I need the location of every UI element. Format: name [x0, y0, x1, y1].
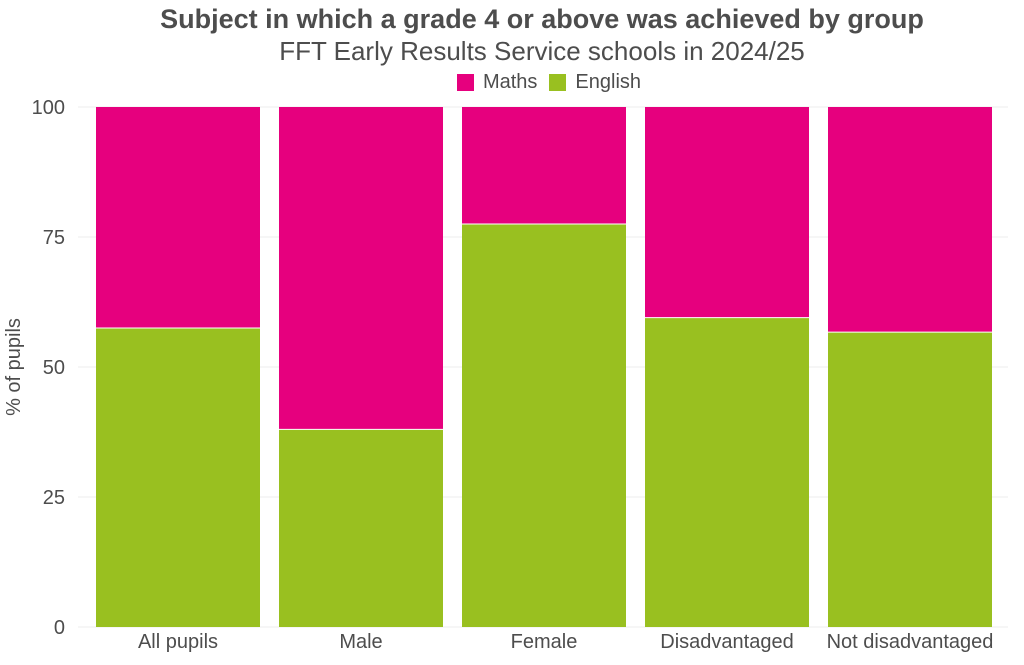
- bar-english-all-pupils: [96, 328, 260, 627]
- chart-legend: Maths English: [0, 71, 1024, 94]
- x-tick-label: Male: [339, 631, 382, 653]
- x-tick-label: Disadvantaged: [660, 631, 793, 653]
- bar-english-not-disadvantaged: [828, 332, 992, 627]
- x-tick-label: Female: [511, 631, 578, 653]
- legend-label-english: English: [575, 71, 642, 93]
- bar-maths-all-pupils: [96, 107, 260, 328]
- y-tick-label: 0: [54, 617, 65, 639]
- legend-label-maths: Maths: [482, 71, 538, 93]
- y-tick-label: 50: [43, 357, 65, 379]
- y-tick-label: 100: [32, 97, 65, 119]
- legend-item-maths: Maths: [456, 71, 538, 94]
- legend-item-english: English: [549, 71, 641, 94]
- legend-swatch-maths: [456, 74, 474, 91]
- x-tick-label: Not disadvantaged: [827, 631, 994, 653]
- bar-maths-not-disadvantaged: [828, 107, 992, 333]
- bar-maths-disadvantaged: [645, 107, 809, 318]
- y-tick-label: 75: [43, 227, 65, 249]
- bar-maths-female: [462, 107, 626, 224]
- bar-maths-male: [279, 107, 443, 430]
- axis-layer: 0 25 50 75 100 All pupils Male Female Disadvanta…: [32, 97, 994, 653]
- chart-title: Subject in which a grade 4 or above was …: [160, 4, 924, 34]
- y-axis-title: % of pupils: [3, 318, 25, 416]
- bar-english-disadvantaged: [645, 317, 809, 627]
- chart-subtitle: FFT Early Results Service schools in 202…: [279, 36, 805, 66]
- x-tick-label: All pupils: [138, 631, 218, 653]
- legend-swatch-english: [549, 74, 567, 91]
- bar-english-female: [462, 224, 626, 627]
- bar-layer: [96, 107, 992, 627]
- bar-english-male: [279, 429, 443, 627]
- y-tick-label: 25: [43, 487, 65, 509]
